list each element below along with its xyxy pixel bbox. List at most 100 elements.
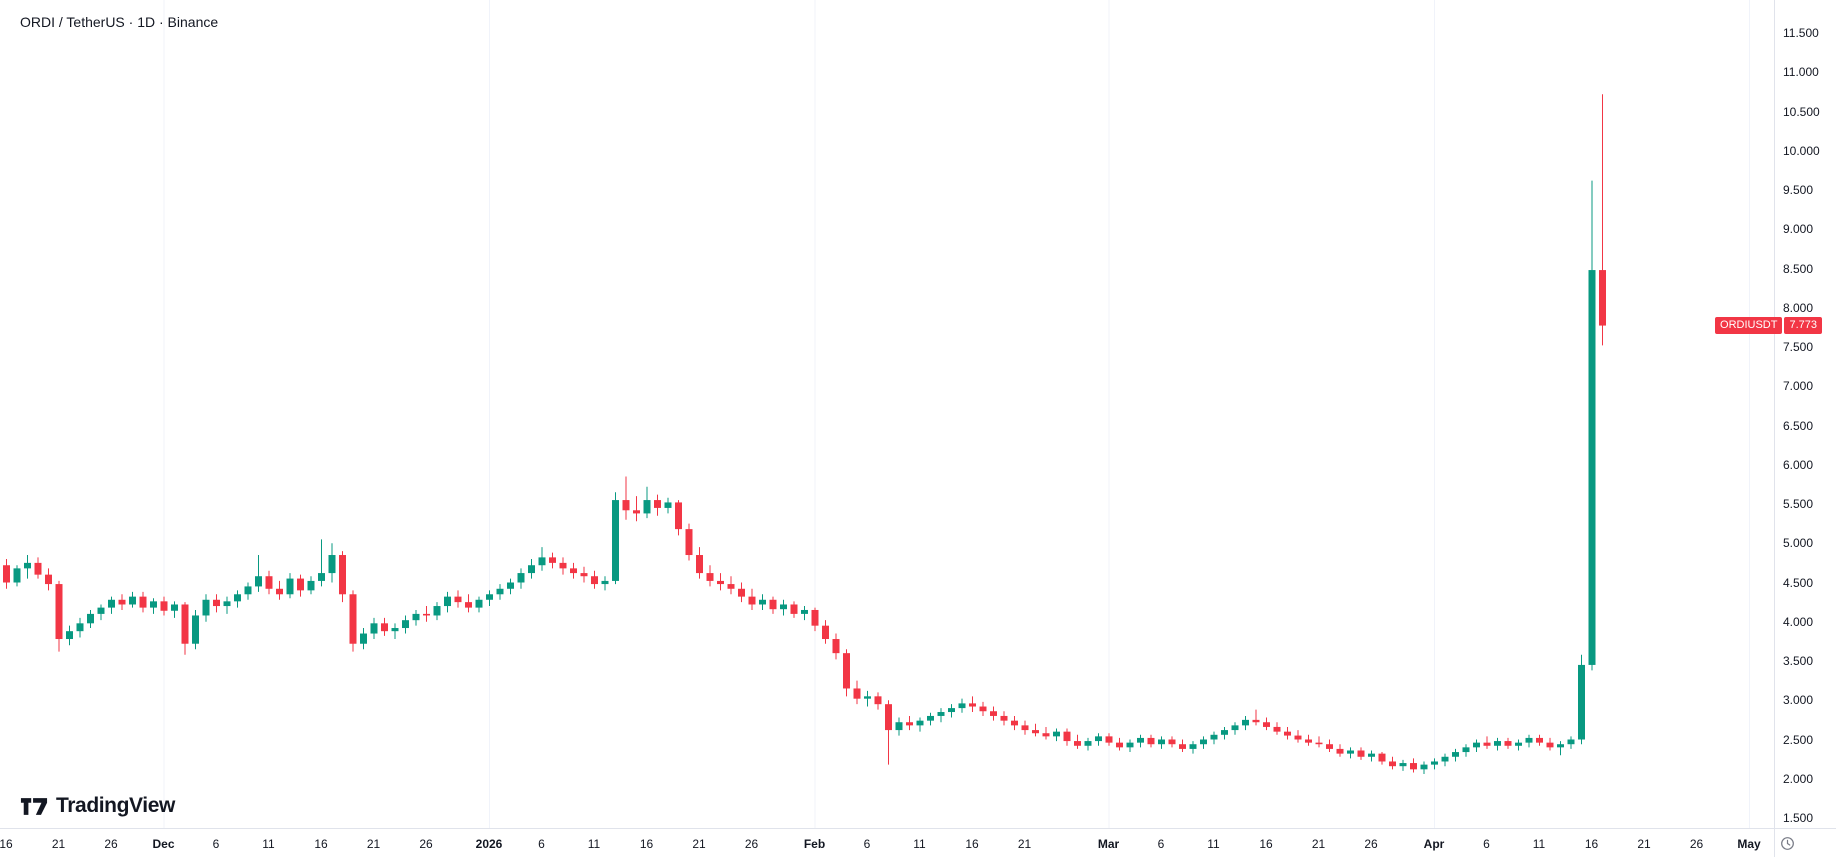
candle[interactable] [528,558,535,579]
candle[interactable] [1084,737,1092,751]
candle[interactable] [759,594,766,610]
candle[interactable] [297,574,304,597]
candle[interactable] [1011,715,1018,731]
candle[interactable] [1168,736,1176,748]
candle[interactable] [1252,709,1260,726]
candle[interactable] [507,578,514,595]
candle[interactable] [1441,753,1449,767]
candle[interactable] [517,568,525,589]
candle[interactable] [24,555,31,579]
candle[interactable] [1105,733,1113,746]
timezone-clock-icon[interactable] [1780,836,1795,851]
candle[interactable] [1179,739,1186,753]
candle[interactable] [244,582,252,600]
candle[interactable] [1305,734,1312,746]
candle[interactable] [318,539,325,587]
candle[interactable] [1200,736,1207,749]
candle[interactable] [97,604,105,621]
candle[interactable] [685,523,693,561]
candle[interactable] [538,547,546,571]
candle[interactable] [286,573,294,599]
candle[interactable] [990,706,997,721]
candle[interactable] [717,573,724,591]
candle[interactable] [1452,748,1459,762]
candle[interactable] [906,715,913,731]
candle[interactable] [454,590,462,608]
candle[interactable] [864,690,871,707]
candle[interactable] [1515,739,1522,751]
candle[interactable] [1273,722,1281,735]
candle[interactable] [1126,739,1134,753]
candle[interactable] [3,558,10,589]
candle[interactable] [1399,759,1407,771]
price-axis[interactable]: 11.500 11.000 10.500 10.000 9.500 9.000 8.500 8… [1774,0,1836,828]
candle[interactable] [853,680,861,705]
candle[interactable] [55,580,63,652]
candle[interactable] [402,615,409,634]
candle[interactable] [1473,739,1480,753]
candle[interactable] [1462,744,1470,757]
candle[interactable] [1326,739,1333,753]
candle[interactable] [34,557,42,579]
candle[interactable] [339,551,346,603]
candlestick-chart[interactable] [0,0,1774,828]
candle[interactable] [139,591,147,613]
candle[interactable] [423,606,430,622]
candle[interactable] [160,596,168,616]
candle[interactable] [1357,747,1365,760]
candle[interactable] [1420,761,1428,775]
candle[interactable] [1210,731,1218,745]
candle[interactable] [1431,758,1438,770]
candle[interactable] [87,609,94,629]
candle[interactable] [1578,654,1585,745]
candle[interactable] [76,617,84,638]
candle[interactable] [213,594,220,613]
candle[interactable] [276,580,283,600]
candle[interactable] [1368,750,1375,762]
candle[interactable] [643,486,651,519]
candle[interactable] [570,562,577,579]
candle[interactable] [811,607,819,632]
candle[interactable] [444,591,451,613]
candle[interactable] [1221,726,1228,740]
candle[interactable] [475,596,483,613]
tradingview-logo[interactable]: TradingView [20,794,175,818]
candle[interactable] [612,492,619,585]
candle[interactable] [1336,744,1344,757]
candle[interactable] [1021,720,1029,735]
candle[interactable] [738,582,745,603]
candle[interactable] [1315,736,1323,748]
candle[interactable] [633,496,640,522]
candle[interactable] [885,700,892,765]
axis-corner[interactable] [1774,828,1836,857]
candle[interactable] [307,576,315,595]
candle[interactable] [1074,734,1081,749]
candle[interactable] [1389,756,1396,770]
candle[interactable] [265,570,273,595]
candle[interactable] [1557,741,1564,756]
candle[interactable] [958,698,966,713]
candle[interactable] [1000,711,1008,726]
candle[interactable] [727,576,735,595]
candle[interactable] [1410,758,1417,773]
candle[interactable] [874,692,882,710]
candle[interactable] [832,633,840,660]
candle[interactable] [948,704,955,718]
candle[interactable] [496,584,504,600]
candle[interactable] [675,500,682,536]
candle[interactable] [360,628,367,650]
candle[interactable] [1504,737,1512,749]
candle[interactable] [1231,722,1239,735]
candle[interactable] [370,617,378,640]
candle[interactable] [1483,736,1491,749]
candle[interactable] [769,596,777,614]
candle[interactable] [1189,741,1197,754]
candle[interactable] [1137,734,1144,748]
candle[interactable] [664,497,672,514]
candle[interactable] [1588,180,1596,671]
candle[interactable] [622,476,630,520]
candle[interactable] [1347,747,1354,759]
candle[interactable] [1042,726,1050,740]
candle[interactable] [979,701,987,716]
candle[interactable] [1116,737,1123,751]
